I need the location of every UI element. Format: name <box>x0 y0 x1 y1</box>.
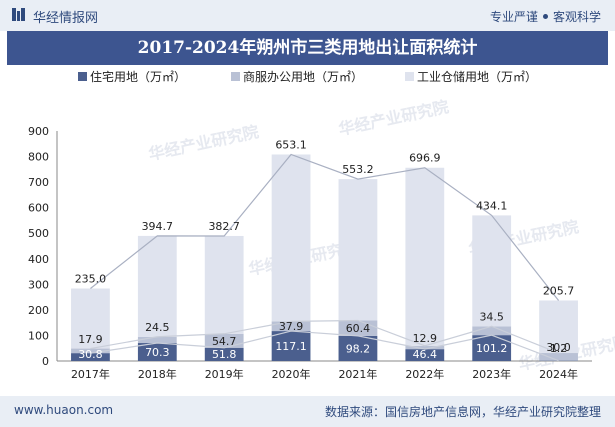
site-url[interactable]: www.huaon.com <box>14 403 114 417</box>
bar-segment <box>271 331 311 361</box>
legend-label: 商服办公用地（万㎡） <box>243 69 363 84</box>
x-tick-label: 2019年 <box>205 367 244 381</box>
bar-segment <box>271 154 311 322</box>
data-label: 696.9 <box>409 152 441 165</box>
y-tick-label: 800 <box>28 151 49 164</box>
bar-segment <box>338 335 378 361</box>
x-tick-label: 2023年 <box>472 367 511 381</box>
data-label: 553.2 <box>342 163 374 176</box>
data-label: 34.5 <box>479 310 504 323</box>
top-banner: 华经情报网 专业严谨 客观科学 <box>0 0 615 31</box>
y-tick-label: 300 <box>28 278 49 291</box>
bar-segment <box>271 321 311 332</box>
y-tick-label: 200 <box>28 304 49 317</box>
bar-segment <box>204 235 244 334</box>
bar-segment <box>405 167 445 346</box>
data-label: 1.2 <box>550 342 568 355</box>
bar-segment <box>71 348 110 354</box>
x-tick-label: 2017年 <box>71 367 110 381</box>
bar-segment <box>137 235 177 337</box>
legend-swatch <box>231 72 240 81</box>
watermark-text: 华经产业研究院 <box>337 97 451 139</box>
bar-segment <box>137 343 177 361</box>
x-tick-label: 2022年 <box>405 367 444 381</box>
chart-title: 2017-2024年朔州市三类用地出让面积统计 <box>137 38 478 58</box>
separator-dot-icon <box>542 14 548 19</box>
data-label: 235.0 <box>75 272 107 285</box>
bar-segment <box>405 345 445 350</box>
data-label: 30.8 <box>78 348 103 361</box>
y-tick-label: 400 <box>28 253 49 266</box>
title-bar: 2017-2024年朔州市三类用地出让面积统计 <box>7 31 608 65</box>
data-label: 70.3 <box>145 346 170 359</box>
brand-name: 华经情报网 <box>33 11 99 26</box>
data-label: 117.1 <box>275 340 307 353</box>
bar-segment <box>71 288 110 349</box>
x-tick-label: 2021年 <box>338 367 377 381</box>
bar-segment <box>204 347 244 361</box>
x-tick-label: 2018年 <box>138 367 177 381</box>
series-connector-line <box>90 330 559 362</box>
footer-bar: www.huaon.com 数据来源：国信房地产信息网，华经产业研究院整理 <box>0 396 615 427</box>
data-label: 46.4 <box>413 348 438 361</box>
x-tick-label: 2020年 <box>272 367 311 381</box>
tagline: 专业严谨 客观科学 <box>490 8 601 25</box>
bar-segment <box>472 215 512 327</box>
data-label: 24.5 <box>145 321 170 334</box>
stacked-bar-chart: 华经产业研究院华经产业研究院华经产业研究院华经产业研究院华经产业研究院住宅用地（… <box>28 69 615 381</box>
data-label: 205.7 <box>543 284 575 297</box>
data-label: 51.8 <box>212 348 237 361</box>
data-label: 17.9 <box>78 333 103 346</box>
bar-segment <box>539 300 578 354</box>
data-label: 54.7 <box>212 335 237 348</box>
data-label: 37.9 <box>279 320 304 333</box>
data-label: 382.7 <box>208 220 240 233</box>
data-source: 数据来源：国信房地产信息网，华经产业研究院整理 <box>324 405 601 419</box>
bar-segment <box>71 353 110 361</box>
bar-segment <box>472 326 512 336</box>
data-label: 60.4 <box>346 322 371 335</box>
tagline-left: 专业严谨 <box>489 10 538 24</box>
y-tick-label: 600 <box>28 202 49 215</box>
bar-segment <box>204 333 244 348</box>
data-label: 98.2 <box>346 342 371 355</box>
watermark-text: 华经产业研究院 <box>147 122 261 164</box>
bar-segment <box>405 349 445 361</box>
legend-swatch <box>405 72 414 81</box>
y-tick-label: 100 <box>28 329 49 342</box>
y-tick-label: 700 <box>28 176 49 189</box>
bar-segment <box>338 179 378 321</box>
brand-logo-icon <box>12 8 25 21</box>
x-tick-label: 2024年 <box>539 367 578 381</box>
bar-segment <box>137 336 177 344</box>
y-tick-label: 500 <box>28 227 49 240</box>
data-label: 101.2 <box>476 342 508 355</box>
data-label: 30.0 <box>546 341 571 354</box>
data-label: 12.9 <box>413 332 438 345</box>
legend-label: 住宅用地（万㎡） <box>90 69 186 84</box>
series-connector-line <box>90 153 560 301</box>
series-connector-line <box>90 319 559 354</box>
bar-segment <box>539 353 578 361</box>
y-tick-label: 900 <box>28 125 49 138</box>
data-label: 653.1 <box>275 138 307 151</box>
legend-swatch <box>78 72 87 81</box>
tagline-right: 客观科学 <box>552 10 601 24</box>
data-label: 434.1 <box>476 199 508 212</box>
y-tick-label: 0 <box>42 355 49 368</box>
legend-label: 工业仓储用地（万㎡） <box>417 69 537 84</box>
data-label: 394.7 <box>142 220 174 233</box>
